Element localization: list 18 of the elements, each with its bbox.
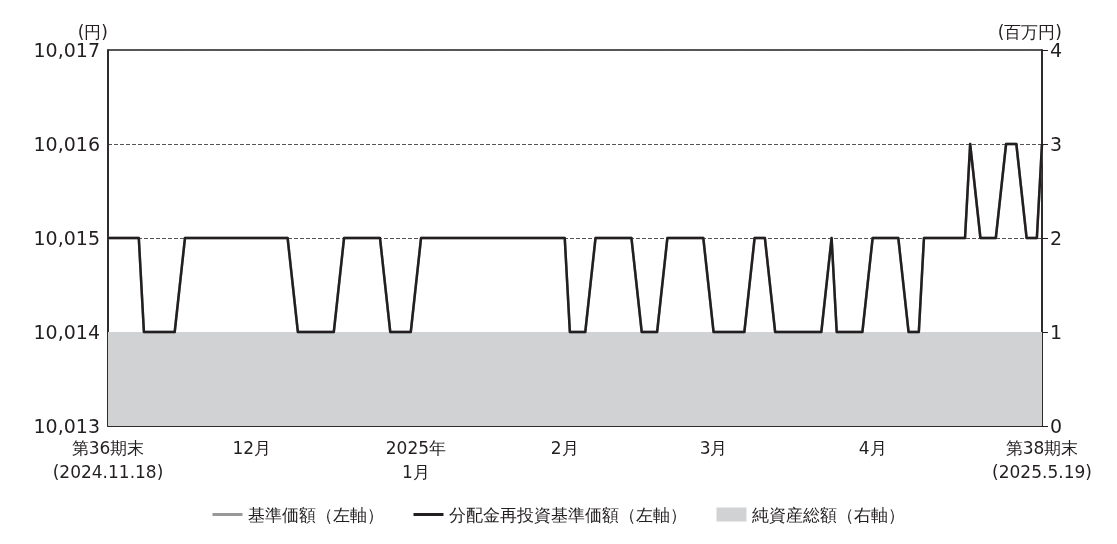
x-tick-label: 第36期末 (2024.11.18)	[52, 438, 164, 482]
y-tick-label: 10,015	[33, 227, 100, 249]
legend-label: 分配金再投資基準価額（左軸）	[448, 504, 687, 525]
x-tick-label: 2025年 1月	[385, 438, 447, 482]
x-tick-label: 12月	[232, 438, 272, 458]
x-tick-label: 3月	[699, 438, 728, 458]
legend-label: 純資産総額（右軸）	[751, 504, 905, 525]
y2-tick-label: 0	[1050, 415, 1063, 437]
legend-label: 基準価額（左軸）	[247, 504, 384, 525]
y-tick-label: 10,014	[33, 321, 100, 343]
x-tick-label: 第38期末 (2025.5.19)	[992, 438, 1092, 482]
y2-tick-label: 2	[1050, 227, 1063, 249]
y2-tick-label: 3	[1050, 133, 1063, 155]
x-tick-label: 4月	[858, 438, 887, 458]
y-tick-label: 10,013	[33, 415, 100, 437]
y-tick-label: 10,016	[33, 133, 100, 155]
y2-tick-label: 1	[1050, 321, 1063, 343]
x-tick-label: 2月	[550, 438, 579, 458]
